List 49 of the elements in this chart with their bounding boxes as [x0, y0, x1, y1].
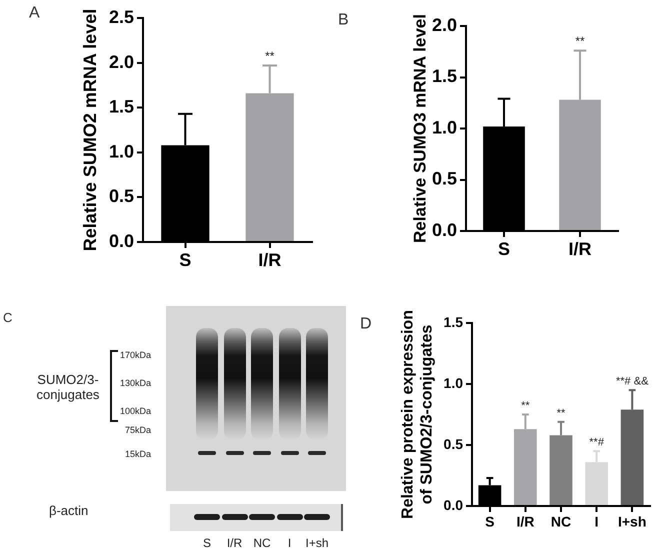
annotation: **#	[589, 436, 605, 449]
y-tick-label: 2.0	[432, 14, 457, 35]
y-tick-label: 0.5	[108, 186, 134, 206]
y-tick-label: 1.0	[432, 117, 457, 138]
text: 100kDa	[120, 406, 152, 417]
text: 15kDa	[125, 449, 152, 460]
y-tick-label: 0.0	[108, 230, 134, 251]
y-tick-label: 1.0	[444, 374, 464, 391]
x-tick-label: S	[179, 250, 192, 270]
x-tick-label: I/R	[516, 513, 534, 530]
x-tick-label: I/R	[258, 250, 282, 270]
annotation: **# &&	[616, 376, 650, 388]
category-label: I+sh	[305, 536, 329, 550]
y-tick-label: 0.0	[444, 496, 464, 513]
x-tick-label: NC	[550, 513, 572, 530]
y-axis-title: Relative protein expression of SUMO2/3-conjugates	[399, 310, 436, 519]
annotation: **	[556, 407, 566, 420]
annotation: **	[265, 48, 275, 63]
text: 130kDa	[120, 378, 152, 389]
y-axis-title: Relative SUMO2 mRNA level	[80, 8, 100, 252]
x-tick-label: I	[594, 513, 599, 530]
y-tick-label: 1.5	[108, 96, 134, 117]
y-axis-title: Relative SUMO3 mRNA level	[410, 14, 430, 243]
y-tick-label: 0.5	[444, 436, 464, 452]
annotation: **	[575, 34, 585, 48]
chart-title: B	[338, 11, 349, 28]
y-tick-label: 1.0	[108, 141, 134, 162]
y-tick-label: 0.0	[432, 220, 457, 240]
x-tick-label: S	[485, 513, 494, 530]
y-tick-label: 1.5	[432, 66, 457, 86]
text: C	[3, 310, 12, 325]
x-tick-label: I/R	[568, 238, 592, 259]
category-label: I/R	[226, 536, 242, 550]
text: 75kDa	[125, 425, 152, 436]
x-tick-label: S	[498, 238, 510, 259]
x-tick-label: I+sh	[618, 513, 646, 530]
category-label: NC	[253, 536, 271, 550]
text: β-actin	[49, 503, 88, 518]
y-tick-label: 2.5	[108, 6, 134, 27]
text: 170kDa	[120, 350, 152, 361]
y-tick-label: 1.5	[444, 314, 464, 330]
annotation: **	[521, 400, 530, 412]
y-tick-label: 0.5	[432, 168, 457, 189]
y-tick-label: 2.0	[108, 52, 134, 72]
category-label: I	[288, 536, 292, 550]
category-label: S	[202, 536, 212, 550]
chart-title: A	[29, 4, 40, 22]
text: SUMO2/3-conjugates	[36, 372, 100, 402]
chart-title: D	[360, 315, 372, 332]
